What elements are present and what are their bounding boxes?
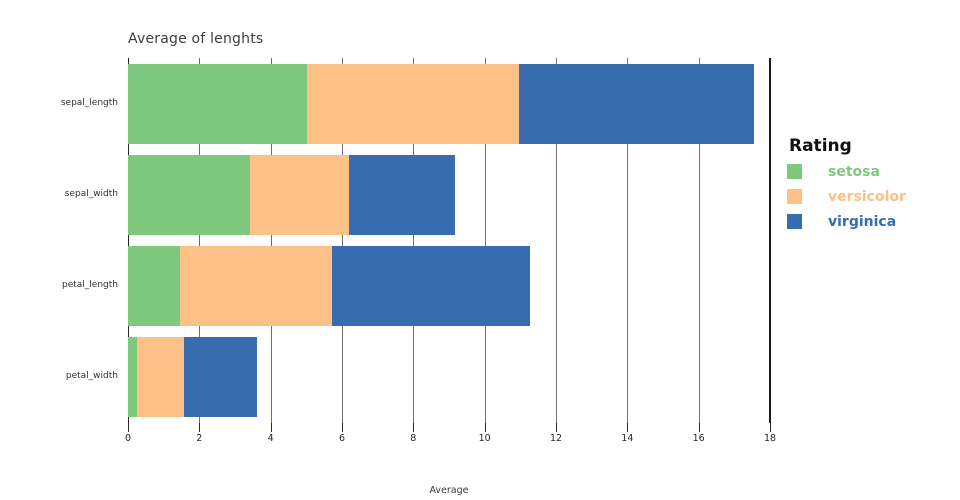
x-tick-label-4: 4 [267,433,274,444]
x-tick-6 [342,423,343,432]
chart-title: Average of lenghts [128,31,264,47]
bar-sepal_length-setosa[interactable] [128,63,307,144]
legend-swatch-setosa [787,164,802,179]
bar-petal_width-versicolor[interactable] [136,337,185,418]
x-tick-label-18: 18 [763,433,777,444]
gridline-x-14 [627,58,629,423]
x-tick-label-16: 16 [692,433,705,444]
bar-sepal_length-virginica[interactable] [518,63,754,144]
bar-petal_length-setosa[interactable] [128,246,181,327]
bar-petal_length-versicolor[interactable] [180,246,332,327]
legend-item-virginica[interactable]: virginica [787,213,906,230]
x-tick-2 [199,423,201,432]
y-label-sepal_width: sepal_width [64,188,118,199]
x-tick-label-14: 14 [621,433,634,444]
bar-sepal_width-setosa[interactable] [128,154,251,235]
legend-title: Rating [789,136,852,156]
x-tick-10 [484,423,486,432]
bar-sepal_width-versicolor[interactable] [250,154,350,235]
x-tick-0 [128,423,129,432]
bar-petal_length-virginica[interactable] [332,246,530,327]
x-tick-12 [556,423,557,432]
gridline-x-16 [698,58,700,423]
y-label-sepal_length: sepal_length [60,97,118,108]
bar-petal_width-setosa[interactable] [128,337,137,418]
legend-label-setosa: setosa [828,163,880,180]
gridline-x-0 [128,58,129,423]
legend-label-versicolor: versicolor [828,188,906,205]
x-tick-8 [413,423,415,432]
legend: Rating setosa versicolor virginica [787,136,906,239]
bar-sepal_width-virginica[interactable] [349,154,456,235]
x-tick-label-10: 10 [478,433,491,444]
x-tick-label-8: 8 [410,433,417,444]
gridline-x-10 [484,58,486,423]
x-tick-4 [270,423,272,432]
x-tick-16 [698,423,700,432]
legend-swatch-virginica [787,214,802,229]
gridline-x-6 [342,58,343,423]
bar-petal_width-virginica[interactable] [184,337,257,418]
x-tick-14 [627,423,629,432]
x-tick-label-12: 12 [549,433,563,444]
y-label-petal_width: petal_width [65,371,118,382]
gridline-x-4 [270,58,272,423]
gridline-x-12 [556,58,557,423]
x-tick-label-2: 2 [196,433,203,444]
x-axis-title: Average [429,485,469,496]
x-tick-18 [770,423,771,432]
legend-label-virginica: virginica [828,213,897,230]
legend-item-versicolor[interactable]: versicolor [787,188,906,205]
gridline-x-18 [769,58,771,423]
plot-area [128,58,771,423]
gridline-x-8 [413,58,415,423]
legend-item-setosa[interactable]: setosa [787,163,906,180]
x-tick-label-0: 0 [124,433,132,444]
x-tick-label-6: 6 [338,433,346,444]
legend-items: setosa versicolor virginica [787,163,906,230]
gridline-x-2 [199,58,201,423]
bar-sepal_length-versicolor[interactable] [306,63,519,144]
legend-swatch-versicolor [787,189,802,204]
y-label-petal_length: petal_length [62,280,118,291]
